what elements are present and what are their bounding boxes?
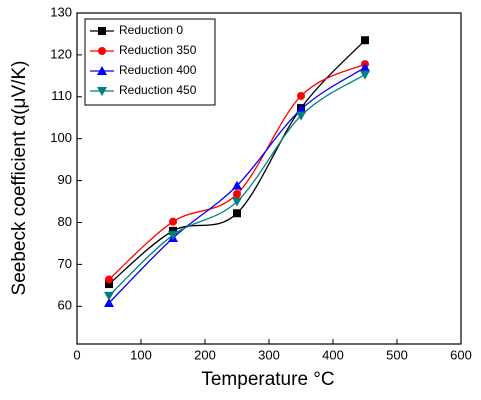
legend-marker	[97, 66, 107, 75]
data-point	[297, 91, 305, 100]
data-point	[360, 70, 370, 80]
x-axis-label: Temperature °C	[201, 369, 334, 390]
legend-label: Reduction 0	[119, 23, 183, 37]
y-tick-label: 70	[58, 256, 72, 271]
legend-label: Reduction 450	[119, 83, 197, 97]
y-tick-label: 130	[50, 4, 72, 19]
x-tick-label: 300	[258, 347, 280, 362]
data-point	[104, 291, 114, 301]
x-tick-label: 100	[130, 347, 152, 362]
y-axis-label: Seebeck coefficient α(μV/K)	[9, 61, 30, 296]
x-tick-label: 500	[386, 347, 408, 362]
data-point	[361, 36, 369, 45]
data-point	[105, 275, 113, 284]
legend-label: Reduction 350	[119, 43, 197, 57]
y-tick-label: 80	[58, 214, 72, 229]
data-point	[296, 104, 306, 114]
y-tick-label: 60	[58, 298, 72, 313]
data-point	[296, 111, 306, 121]
legend-marker	[98, 47, 106, 55]
data-point	[169, 217, 177, 226]
data-point	[232, 197, 242, 207]
data-point	[104, 297, 114, 307]
data-point	[233, 209, 241, 218]
x-tick-label: 600	[450, 347, 472, 362]
data-point	[232, 180, 242, 190]
x-tick-label: 400	[322, 347, 344, 362]
y-tick-label: 110	[51, 88, 72, 103]
legend-marker	[98, 27, 106, 35]
data-point	[105, 280, 113, 289]
y-tick-label: 100	[50, 130, 72, 145]
y-tick-label: 90	[58, 172, 72, 187]
x-tick-label: 0	[73, 347, 80, 362]
legend-label: Reduction 400	[119, 63, 197, 77]
data-point	[233, 190, 241, 199]
data-point	[169, 226, 177, 235]
data-point	[168, 231, 178, 241]
y-tick-label: 120	[50, 46, 72, 61]
legend-marker	[97, 87, 107, 96]
data-point	[360, 62, 370, 72]
x-tick-label: 200	[194, 347, 216, 362]
